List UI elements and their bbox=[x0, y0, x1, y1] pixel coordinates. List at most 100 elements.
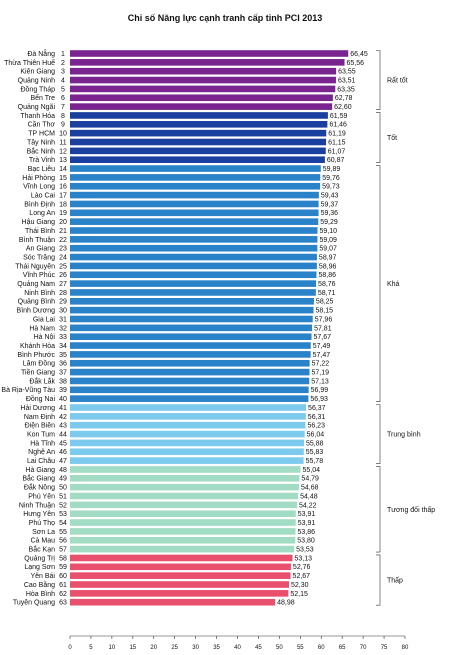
x-tick-label: 25 bbox=[171, 645, 178, 651]
bar bbox=[70, 67, 337, 75]
rank-label: 23 bbox=[59, 246, 67, 253]
data-label: 55,78 bbox=[306, 458, 324, 465]
labels-layer: Đà Nẵng 1 66,45 Thừa Thiên Huế 2 65,56 Kiên Gi… bbox=[1, 49, 367, 607]
data-label: 56,04 bbox=[307, 431, 325, 438]
bar bbox=[70, 581, 290, 588]
category-label: Lạng Sơn bbox=[24, 564, 55, 571]
data-label: 52,30 bbox=[291, 582, 309, 589]
rank-label: 31 bbox=[59, 316, 67, 323]
bar bbox=[70, 121, 328, 128]
group-bracket bbox=[376, 165, 381, 402]
rank-label: 6 bbox=[61, 95, 65, 102]
bar bbox=[70, 103, 333, 110]
data-label: 53,91 bbox=[298, 511, 316, 518]
bar bbox=[70, 413, 306, 420]
rank-label: 29 bbox=[59, 299, 67, 306]
rank-label: 12 bbox=[59, 148, 67, 155]
rank-label: 30 bbox=[59, 308, 67, 315]
data-label: 54,48 bbox=[300, 493, 318, 500]
data-label: 57,81 bbox=[314, 325, 332, 332]
data-label: 58,25 bbox=[316, 299, 334, 306]
data-label: 57,13 bbox=[311, 378, 329, 385]
data-label: 55,88 bbox=[306, 440, 324, 447]
bar bbox=[70, 76, 336, 84]
category-label: Nam Định bbox=[24, 414, 55, 421]
rank-label: 36 bbox=[59, 361, 67, 368]
rank-label: 37 bbox=[59, 370, 67, 377]
group-label: Khá bbox=[387, 281, 400, 288]
group-label: Trung bình bbox=[387, 432, 421, 439]
rank-label: 35 bbox=[59, 352, 67, 359]
category-label: Thái Bình bbox=[25, 228, 55, 235]
category-label: Kiên Giang bbox=[20, 69, 55, 76]
data-label: 55,04 bbox=[302, 467, 320, 474]
rank-label: 25 bbox=[59, 263, 67, 270]
rank-label: 34 bbox=[59, 343, 67, 350]
category-label: Hưng Yên bbox=[23, 511, 55, 518]
bar bbox=[70, 298, 314, 305]
category-label: Bến Tre bbox=[30, 93, 55, 102]
bar bbox=[70, 386, 309, 394]
rank-label: 20 bbox=[59, 219, 67, 226]
rank-label: 61 bbox=[59, 582, 67, 589]
bar bbox=[70, 85, 336, 93]
bar bbox=[70, 94, 333, 102]
rank-label: 60 bbox=[59, 573, 67, 580]
data-label: 54,79 bbox=[301, 476, 319, 483]
group-bracket bbox=[376, 112, 381, 163]
rank-label: 10 bbox=[59, 131, 67, 138]
data-label: 59,29 bbox=[320, 219, 338, 226]
x-tick-label: 15 bbox=[129, 645, 136, 651]
category-label: Lai Châu bbox=[27, 458, 55, 465]
data-label: 60,87 bbox=[327, 157, 345, 164]
bar bbox=[70, 342, 311, 349]
x-tick-label: 5 bbox=[89, 645, 93, 651]
bar bbox=[70, 536, 296, 544]
category-label: Bình Định bbox=[24, 201, 55, 208]
rank-label: 21 bbox=[59, 228, 67, 235]
group-bracket bbox=[376, 554, 381, 606]
rank-label: 49 bbox=[59, 476, 67, 483]
data-label: 58,76 bbox=[318, 281, 336, 288]
rank-label: 2 bbox=[61, 60, 65, 67]
category-label: Quảng Nam bbox=[17, 281, 55, 288]
rank-label: 13 bbox=[59, 157, 67, 164]
x-tick-label: 30 bbox=[192, 645, 199, 651]
data-label: 56,23 bbox=[307, 423, 325, 430]
data-label: 57,67 bbox=[313, 334, 331, 341]
data-label: 54,68 bbox=[301, 485, 319, 492]
data-label: 63,55 bbox=[338, 69, 356, 76]
rank-label: 28 bbox=[59, 290, 67, 297]
bar bbox=[70, 368, 310, 376]
category-label: Trà Vinh bbox=[29, 157, 55, 164]
bars-layer bbox=[70, 50, 349, 606]
bar bbox=[70, 156, 325, 163]
rank-label: 26 bbox=[59, 272, 67, 279]
category-label: Long An bbox=[29, 210, 55, 217]
x-tick-label: 55 bbox=[297, 645, 304, 651]
bar bbox=[70, 306, 314, 314]
data-label: 56,31 bbox=[308, 414, 326, 421]
data-label: 58,15 bbox=[316, 308, 334, 315]
rank-label: 44 bbox=[59, 431, 67, 438]
category-label: Quảng Ngãi bbox=[18, 104, 56, 111]
data-label: 56,99 bbox=[311, 387, 329, 394]
data-label: 57,22 bbox=[312, 361, 330, 368]
rank-label: 24 bbox=[59, 254, 67, 261]
rank-label: 5 bbox=[61, 86, 65, 93]
category-label: Thanh Hóa bbox=[20, 113, 55, 120]
rank-label: 55 bbox=[59, 529, 67, 536]
rank-label: 57 bbox=[59, 547, 67, 554]
category-label: Đồng Tháp bbox=[20, 84, 55, 93]
data-label: 61,15 bbox=[328, 139, 346, 146]
data-label: 59,89 bbox=[323, 166, 341, 173]
bar bbox=[70, 572, 291, 579]
category-label: Hà Nam bbox=[29, 325, 55, 332]
rank-label: 51 bbox=[59, 493, 67, 500]
rank-label: 46 bbox=[59, 449, 67, 456]
category-label: An Giang bbox=[26, 246, 55, 253]
category-label: Hậu Giang bbox=[22, 219, 56, 226]
data-label: 58,86 bbox=[318, 272, 336, 279]
x-tick-label: 50 bbox=[276, 645, 283, 651]
category-label: Hà Nội bbox=[34, 334, 56, 341]
